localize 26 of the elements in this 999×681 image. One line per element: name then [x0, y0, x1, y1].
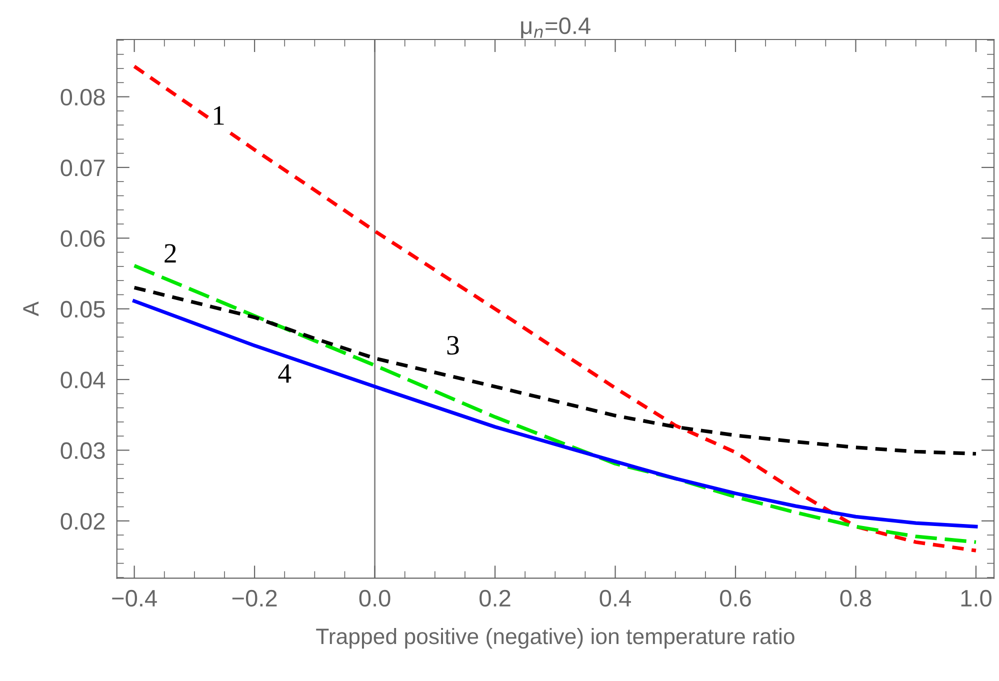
x-tick-label: 0.0 — [359, 590, 390, 607]
annotation: 4 — [278, 364, 292, 383]
x-axis-title: Trapped positive (negative) ion temperature ratio — [316, 628, 794, 649]
line-series — [132, 64, 978, 552]
x-tick-label: 1.0 — [961, 590, 992, 607]
x-tick-label: −0.2 — [232, 590, 277, 607]
line-series — [132, 286, 978, 456]
x-tick-label: −0.4 — [112, 590, 157, 607]
y-tick-label: 0.02 — [60, 512, 105, 530]
y-tick-label: 0.06 — [60, 230, 105, 247]
y-tick-label: 0.03 — [60, 442, 105, 460]
x-tick-label: 0.6 — [720, 590, 751, 607]
x-tick-label: 0.4 — [600, 590, 631, 607]
annotation: 2 — [164, 244, 176, 262]
annotation: 3 — [447, 336, 459, 355]
y-tick-label: 0.07 — [60, 160, 105, 176]
y-tick-label: 0.04 — [60, 372, 106, 388]
y-axis-title: A — [23, 301, 39, 316]
chart-title: μ$_{n}$=0.4 — [521, 17, 590, 38]
x-tick-label: 0.2 — [480, 590, 510, 607]
y-tick-label: 0.08 — [60, 88, 105, 106]
line-series — [132, 264, 978, 544]
y-tick-label: 0.05 — [60, 300, 105, 318]
annotation: 1 — [214, 106, 224, 125]
x-tick-label: 0.8 — [840, 590, 872, 607]
line-series — [132, 299, 978, 528]
